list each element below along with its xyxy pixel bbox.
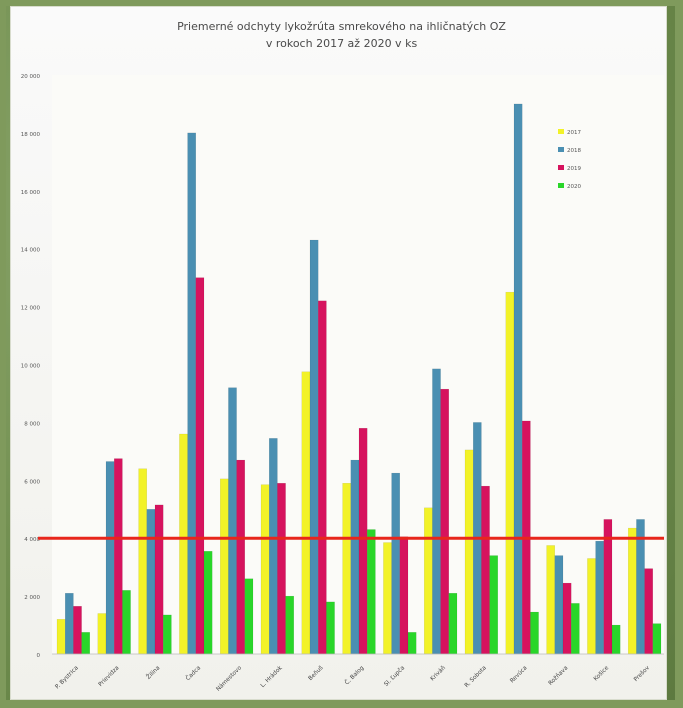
x-tick-label: Prešov bbox=[632, 664, 651, 683]
chart-title-line-1: Priemerné odchyty lykožrúta smrekového n… bbox=[177, 20, 506, 33]
y-tick-label: 10 000 bbox=[21, 364, 41, 370]
bar-2019-6 bbox=[318, 300, 327, 655]
y-tick-label: 0 bbox=[37, 653, 41, 659]
bar-2020-5 bbox=[285, 595, 295, 655]
bar-2017-12 bbox=[546, 545, 555, 655]
y-tick-label: 16 000 bbox=[21, 190, 41, 196]
y-tick-label: 14 000 bbox=[21, 248, 41, 254]
legend-label-2020: 2020 bbox=[567, 184, 581, 190]
bar-2019-7 bbox=[358, 427, 368, 655]
x-tick-label: R. Sobota bbox=[464, 665, 488, 689]
legend-swatch-2017 bbox=[558, 129, 564, 134]
bar-2017-7 bbox=[342, 482, 352, 655]
bar-2018-9 bbox=[432, 368, 441, 655]
bar-2020-12 bbox=[571, 603, 580, 655]
bar-2019-0 bbox=[73, 606, 82, 655]
bar-2017-9 bbox=[424, 507, 433, 655]
bar-2020-9 bbox=[448, 593, 458, 655]
bar-2019-9 bbox=[440, 388, 450, 655]
bar-2020-6 bbox=[326, 601, 335, 655]
bar-2020-13 bbox=[611, 624, 621, 655]
y-tick-label: 12 000 bbox=[21, 306, 41, 312]
bar-2018-6 bbox=[309, 239, 319, 655]
x-tick-label: Beňuš bbox=[307, 664, 325, 682]
chart-title: Priemerné odchyty lykožrúta smrekového n… bbox=[0, 18, 683, 52]
legend-swatch-2020 bbox=[558, 183, 564, 188]
y-tick-label: 8 000 bbox=[24, 421, 40, 427]
bar-2017-4 bbox=[219, 478, 229, 655]
bar-2019-10 bbox=[481, 485, 490, 655]
bar-2018-7 bbox=[350, 459, 360, 655]
legend-swatch-2018 bbox=[558, 147, 564, 152]
y-tick-label: 6 000 bbox=[24, 479, 40, 485]
bar-2017-1 bbox=[97, 613, 107, 655]
bar-2018-13 bbox=[595, 540, 604, 655]
x-tick-label: Kriváň bbox=[429, 664, 447, 682]
bar-2018-0 bbox=[64, 593, 74, 655]
bar-2017-13 bbox=[587, 558, 596, 655]
bar-2020-8 bbox=[407, 632, 417, 655]
bar-2019-3 bbox=[195, 277, 205, 655]
bar-2020-1 bbox=[122, 590, 131, 655]
bar-2017-10 bbox=[464, 449, 474, 655]
bar-2017-8 bbox=[383, 542, 392, 655]
legend-label-2019: 2019 bbox=[567, 166, 581, 172]
x-tick-label: Čadca bbox=[185, 664, 203, 682]
x-tick-label: Sl. Ľupča bbox=[383, 664, 407, 688]
bar-2017-11 bbox=[505, 291, 515, 655]
bar-2020-2 bbox=[162, 614, 172, 655]
bar-2020-7 bbox=[367, 529, 376, 655]
x-tick-label: Č. Balog bbox=[343, 664, 365, 686]
y-tick-label: 4 000 bbox=[24, 537, 40, 543]
bar-2019-2 bbox=[154, 504, 164, 655]
bar-2017-6 bbox=[301, 371, 311, 655]
bar-2019-8 bbox=[399, 536, 409, 655]
x-tick-label: L. Hrádok bbox=[259, 664, 284, 689]
bar-2018-5 bbox=[269, 438, 278, 655]
x-tick-label: Rožňava bbox=[547, 664, 570, 687]
bar-2019-5 bbox=[277, 482, 286, 655]
bar-2017-3 bbox=[179, 433, 188, 655]
bar-2019-12 bbox=[562, 582, 572, 655]
bar-2020-14 bbox=[652, 623, 662, 655]
x-tick-label: Žilina bbox=[144, 663, 161, 680]
x-tick-label: Revúca bbox=[509, 664, 529, 684]
y-tick-label: 18 000 bbox=[21, 132, 41, 138]
legend-label-2018: 2018 bbox=[567, 148, 581, 154]
bar-2017-0 bbox=[56, 619, 66, 655]
bar-2020-11 bbox=[530, 611, 539, 655]
bar-2019-14 bbox=[644, 568, 653, 655]
bar-2018-2 bbox=[146, 509, 156, 655]
bar-2018-8 bbox=[391, 472, 401, 655]
bar-2018-4 bbox=[228, 387, 237, 655]
bar-2020-0 bbox=[81, 632, 90, 655]
bar-2018-1 bbox=[105, 461, 115, 655]
bar-2017-5 bbox=[260, 484, 270, 655]
bar-2018-12 bbox=[554, 555, 564, 655]
x-tick-label: P. Bystrica bbox=[55, 665, 81, 691]
bar-2020-10 bbox=[489, 555, 499, 655]
legend-swatch-2019 bbox=[558, 165, 564, 170]
bar-2020-4 bbox=[244, 578, 254, 655]
bar-2017-14 bbox=[628, 527, 637, 655]
bar-2018-3 bbox=[187, 132, 197, 655]
y-tick-label: 20 000 bbox=[21, 74, 41, 80]
bar-2019-1 bbox=[113, 458, 123, 655]
x-tick-label: Košice bbox=[592, 664, 610, 682]
bar-2020-3 bbox=[203, 551, 213, 655]
bar-2019-4 bbox=[236, 459, 246, 655]
bar-2018-11 bbox=[513, 103, 523, 655]
x-tick-label: Námestovo bbox=[215, 664, 244, 693]
bar-2017-2 bbox=[138, 468, 148, 655]
legend-label-2017: 2017 bbox=[567, 130, 581, 136]
y-tick-label: 2 000 bbox=[24, 595, 40, 601]
chart-title-line-2: v rokoch 2017 až 2020 v ks bbox=[265, 37, 418, 50]
x-tick-label: Prievidza bbox=[98, 665, 121, 688]
